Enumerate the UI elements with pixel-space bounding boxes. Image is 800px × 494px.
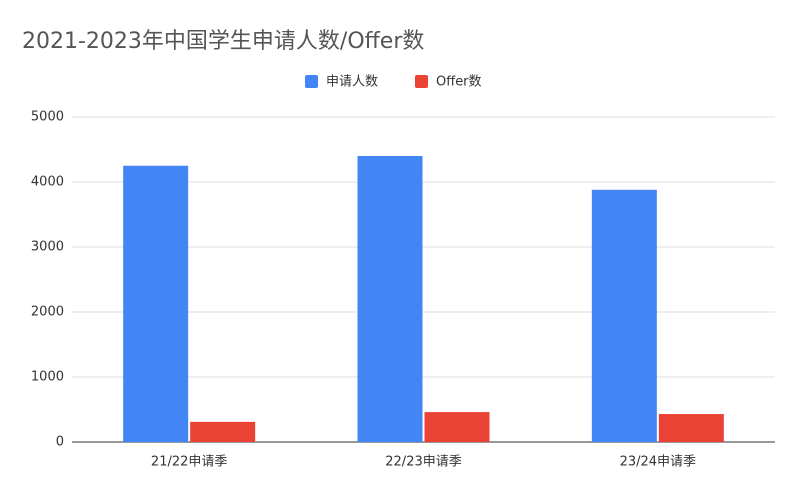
x-tick-label: 21/22申请季 (151, 455, 227, 470)
y-tick-label: 2000 (31, 305, 64, 320)
bar (424, 412, 490, 442)
bar (357, 156, 423, 442)
y-tick-label: 5000 (31, 110, 64, 125)
legend-label: Offer数 (436, 75, 482, 90)
x-tick-label: 23/24申请季 (620, 455, 696, 470)
legend-swatch (305, 75, 318, 88)
x-tick-label: 22/23申请季 (385, 455, 461, 470)
chart-title: 2021-2023年中国学生申请人数/Offer数 (22, 29, 424, 54)
legend-label: 申请人数 (326, 75, 378, 90)
bar (658, 414, 724, 442)
y-tick-label: 0 (56, 435, 64, 450)
bar (591, 189, 657, 442)
y-tick-label: 3000 (31, 240, 64, 255)
legend-swatch (415, 75, 428, 88)
y-tick-label: 4000 (31, 175, 64, 190)
bar (190, 421, 256, 442)
y-tick-label: 1000 (31, 370, 64, 385)
bar (123, 165, 189, 442)
